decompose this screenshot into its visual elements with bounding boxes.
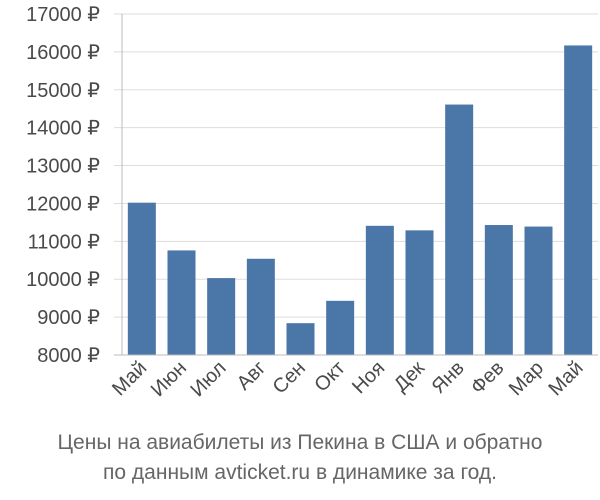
x-category-label: Дек [390, 357, 429, 396]
bar [326, 300, 355, 355]
bar [127, 202, 156, 355]
y-tick-label: 15000 ₽ [26, 80, 100, 102]
x-category-label: Окт [310, 357, 349, 396]
bar [484, 225, 513, 355]
y-tick-label: 8000 ₽ [37, 345, 100, 367]
x-category-label: Сен [269, 357, 310, 398]
bar [286, 323, 315, 355]
caption-line-2: по данным avticket.ru в динамике за год. [103, 461, 497, 484]
bar [246, 258, 275, 355]
y-tick-label: 10000 ₽ [26, 269, 100, 291]
x-category-label: Авг [233, 357, 271, 395]
bar [524, 226, 553, 355]
y-tick-label: 16000 ₽ [26, 42, 100, 64]
x-category-label: Июн [147, 357, 191, 401]
price-bar-chart: 8000 ₽ 9000 ₽ 10000 ₽ 11000 ₽ 12000 ₽ 13000 ₽… [26, 4, 598, 401]
bar [564, 45, 593, 355]
x-category-label: Янв [428, 357, 469, 398]
bar [365, 225, 394, 355]
caption-line-1: Цены на авиабилеты из Пекина в США и обр… [57, 431, 543, 454]
y-tick-label: 12000 ₽ [26, 193, 100, 215]
axes [114, 14, 598, 356]
bar [207, 278, 236, 355]
x-category-label: Май [544, 357, 587, 400]
bar [445, 104, 474, 355]
y-tick-label: 17000 ₽ [26, 4, 100, 26]
y-tick-label: 13000 ₽ [26, 156, 100, 178]
y-tick-labels: 8000 ₽ 9000 ₽ 10000 ₽ 11000 ₽ 12000 ₽ 13000 ₽… [26, 4, 100, 367]
x-category-label: Июл [186, 357, 230, 401]
x-category-label: Фев [467, 357, 509, 399]
bar [167, 250, 196, 355]
x-category-label: Май [108, 357, 151, 400]
x-category-label: Мар [505, 357, 548, 400]
y-tick-label: 14000 ₽ [26, 118, 100, 140]
bar [405, 230, 434, 355]
bars [127, 45, 593, 355]
y-tick-label: 11000 ₽ [28, 231, 101, 253]
y-tick-label: 9000 ₽ [37, 307, 100, 329]
chart-caption: Цены на авиабилеты из Пекина в США и обр… [0, 428, 600, 488]
x-category-label: Ноя [348, 357, 389, 398]
